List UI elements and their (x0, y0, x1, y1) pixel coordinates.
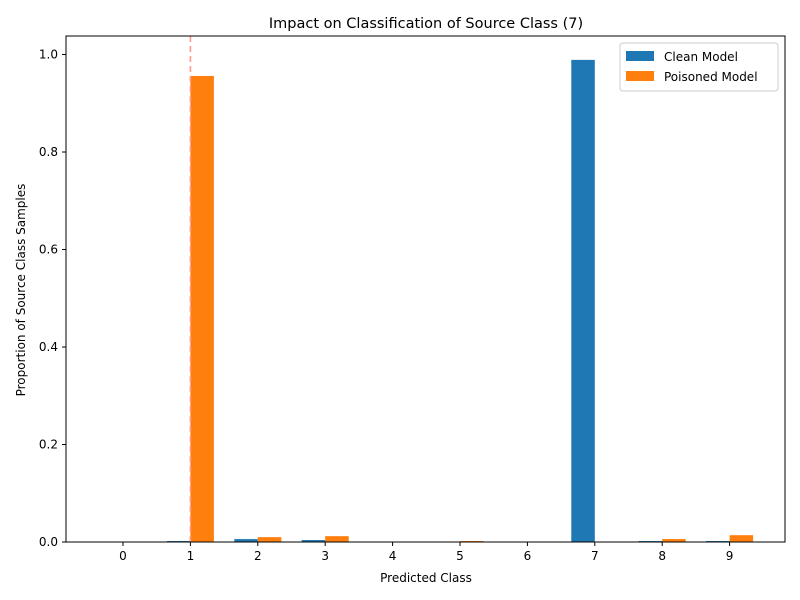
x-tick-label-5: 5 (456, 549, 464, 563)
x-tick-label-6: 6 (524, 549, 532, 563)
axes-frame (65, 35, 786, 543)
y-tick-label-0.8: 0.8 (39, 145, 58, 159)
y-tick-label-0.2: 0.2 (39, 438, 58, 452)
legend-label-poisoned-model: Poisoned Model (664, 70, 758, 84)
x-tick-label-3: 3 (321, 549, 329, 563)
x-tick-label-7: 7 (591, 549, 599, 563)
y-tick-label-0.6: 0.6 (39, 243, 58, 257)
bar-poisoned-model-3 (325, 536, 349, 542)
legend: Clean Model Poisoned Model (619, 42, 779, 92)
y-axis-label: Proportion of Source Class Samples (14, 184, 28, 397)
x-tick-label-8: 8 (658, 549, 666, 563)
bar-clean-model-7 (571, 59, 595, 542)
y-tick-label-0.0: 0.0 (39, 535, 58, 549)
x-tick-label-1: 1 (187, 549, 195, 563)
bar-poisoned-model-2 (257, 537, 282, 542)
bar-poisoned-model-9 (729, 535, 754, 542)
legend-swatch-poisoned-model (626, 71, 654, 81)
x-axis-label: Predicted Class (380, 571, 472, 585)
plot-area: 0 1 2 3 4 5 6 7 8 9 0.0 0.2 0.4 0.6 0.8 1.0 (39, 35, 786, 563)
bar-poisoned-model-1 (190, 75, 214, 542)
y-tick-label-0.4: 0.4 (39, 340, 58, 354)
bar-poisoned-model-8 (662, 539, 686, 542)
bar-clean-model-2 (234, 539, 258, 542)
chart-title: Impact on Classification of Source Class… (269, 16, 583, 32)
x-tick-label-4: 4 (389, 549, 397, 563)
legend-box (619, 42, 779, 92)
x-tick-label-2: 2 (254, 549, 262, 563)
x-tick-label-9: 9 (726, 549, 734, 563)
legend-label-clean-model: Clean Model (664, 50, 738, 64)
y-tick-label-1.0: 1.0 (39, 48, 58, 62)
x-tick-label-0: 0 (119, 549, 127, 563)
bar-clean-model-3 (301, 540, 326, 542)
legend-swatch-clean-model (626, 51, 654, 61)
